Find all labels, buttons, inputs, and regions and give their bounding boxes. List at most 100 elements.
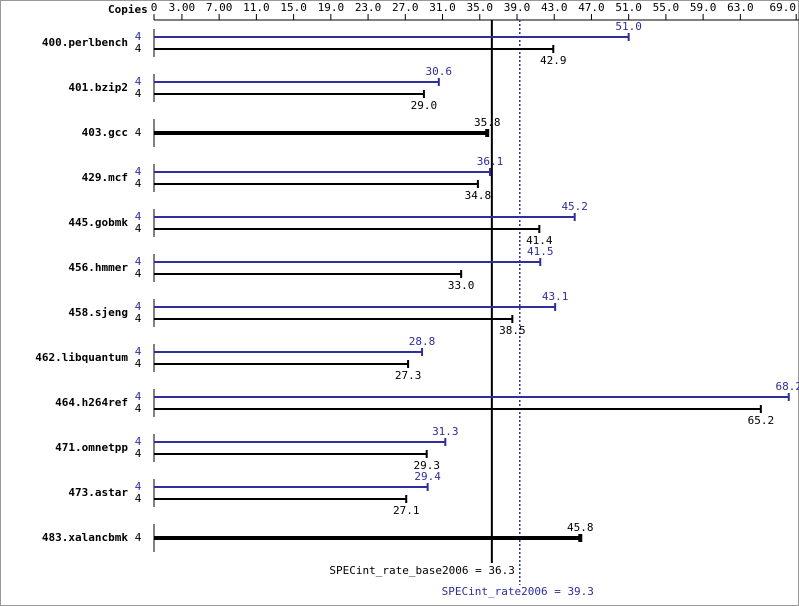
value-label: 30.6 — [426, 65, 453, 78]
copies-label: 4 — [135, 447, 142, 460]
copies-label: 4 — [135, 30, 142, 43]
bar — [154, 483, 429, 491]
copies-label: 4 — [135, 357, 142, 370]
copies-label: 4 — [135, 492, 142, 505]
x-tick-label: 63.0 — [727, 1, 754, 14]
benchmark-label: 403.gcc — [82, 126, 128, 139]
copies-label: 4 — [135, 531, 142, 544]
bar — [154, 393, 790, 401]
benchmark-label: 445.gobmk — [68, 216, 128, 229]
copies-label: 4 — [135, 345, 142, 358]
copies-label: 4 — [135, 300, 142, 313]
value-label: 34.8 — [465, 189, 492, 202]
value-label: 43.1 — [542, 290, 569, 303]
value-label: 27.1 — [393, 504, 420, 517]
copies-header: Copies — [108, 3, 148, 16]
benchmark-label: 471.omnetpp — [55, 441, 128, 454]
bar — [154, 315, 514, 323]
copies-label: 4 — [135, 87, 142, 100]
benchmark-label: 473.astar — [68, 486, 128, 499]
x-tick-label: 35.0 — [467, 1, 494, 14]
value-label: 41.4 — [526, 234, 553, 247]
copies-label: 4 — [135, 435, 142, 448]
x-tick-label: 19.0 — [318, 1, 345, 14]
bar — [154, 45, 555, 53]
copies-label: 4 — [135, 75, 142, 88]
x-tick-label: 69.0 — [770, 1, 797, 14]
x-tick-label: 47.0 — [578, 1, 605, 14]
bar — [154, 495, 408, 503]
bar — [154, 90, 425, 98]
x-tick-label: 39.0 — [504, 1, 531, 14]
value-label: 27.3 — [395, 369, 422, 382]
x-tick-label: 31.0 — [429, 1, 456, 14]
value-label: 29.0 — [411, 99, 438, 112]
value-label: 35.8 — [474, 116, 501, 129]
x-tick-label: 55.0 — [653, 1, 680, 14]
benchmark-label: 400.perlbench — [42, 36, 128, 49]
benchmark-label: 464.h264ref — [55, 396, 128, 409]
bar — [154, 258, 542, 266]
value-label: 45.8 — [567, 521, 594, 534]
benchmark-label: 462.libquantum — [35, 351, 128, 364]
x-tick-label: 15.0 — [280, 1, 307, 14]
x-tick-label: 3.00 — [169, 1, 196, 14]
copies-label: 4 — [135, 177, 142, 190]
benchmark-label: 456.hmmer — [68, 261, 128, 274]
bar — [154, 78, 440, 86]
bar — [154, 33, 630, 41]
value-label: 45.2 — [561, 200, 588, 213]
value-label: 38.5 — [499, 324, 526, 337]
bar — [154, 180, 479, 188]
x-tick-label: 51.0 — [615, 1, 642, 14]
value-label: 28.8 — [409, 335, 436, 348]
value-label: 33.0 — [448, 279, 475, 292]
x-tick-label: 0 — [151, 1, 158, 14]
value-label: 29.4 — [414, 470, 441, 483]
bar — [154, 129, 490, 137]
copies-label: 4 — [135, 165, 142, 178]
bar — [154, 438, 447, 446]
value-label: 65.2 — [748, 414, 775, 427]
reference-label: SPECint_rate2006 = 39.3 — [442, 585, 594, 598]
x-tick-label: 11.0 — [243, 1, 270, 14]
benchmark-label: 458.sjeng — [68, 306, 128, 319]
x-tick-label: 7.00 — [206, 1, 233, 14]
x-tick-label: 43.0 — [541, 1, 568, 14]
bar — [154, 168, 491, 176]
copies-label: 4 — [135, 390, 142, 403]
value-label: 42.9 — [540, 54, 567, 67]
value-label: 31.3 — [432, 425, 459, 438]
copies-label: 4 — [135, 222, 142, 235]
copies-label: 4 — [135, 210, 142, 223]
bar — [154, 534, 583, 542]
value-label: 51.0 — [615, 20, 642, 33]
copies-label: 4 — [135, 42, 142, 55]
bar — [154, 405, 762, 413]
bar — [154, 450, 428, 458]
copies-label: 4 — [135, 402, 142, 415]
bar — [154, 303, 557, 311]
x-tick-label: 23.0 — [355, 1, 382, 14]
bar — [154, 348, 424, 356]
x-tick-label: 27.0 — [392, 1, 419, 14]
value-label: 29.3 — [413, 459, 440, 472]
benchmark-label: 429.mcf — [82, 171, 128, 184]
copies-label: 4 — [135, 255, 142, 268]
value-label: 36.1 — [477, 155, 504, 168]
value-label: 41.5 — [527, 245, 554, 258]
copies-label: 4 — [135, 312, 142, 325]
value-label: 68.2 — [776, 380, 799, 393]
copies-label: 4 — [135, 267, 142, 280]
copies-label: 4 — [135, 126, 142, 139]
bar — [154, 270, 463, 278]
copies-label: 4 — [135, 480, 142, 493]
bar — [154, 213, 576, 221]
benchmark-label: 483.xalancbmk — [42, 531, 128, 544]
bar — [154, 225, 541, 233]
bar — [154, 360, 410, 368]
reference-label: SPECint_rate_base2006 = 36.3 — [329, 564, 514, 577]
x-tick-label: 59.0 — [690, 1, 717, 14]
